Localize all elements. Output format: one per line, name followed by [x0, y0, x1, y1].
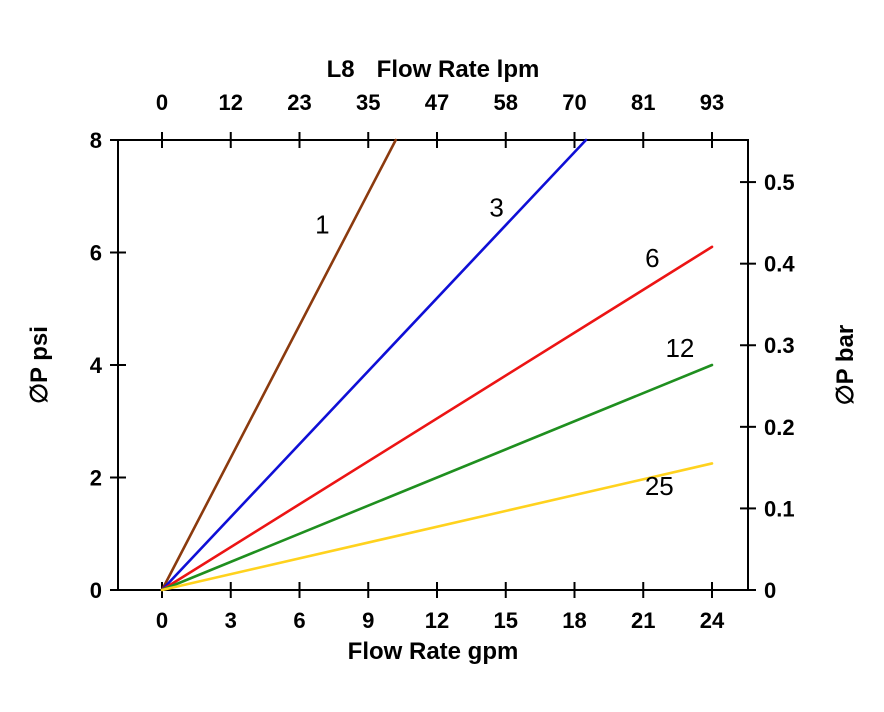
top-axis-title: L8 Flow Rate lpm: [118, 56, 748, 84]
bottom-tick-label: 6: [293, 608, 305, 633]
series-line-1: [160, 138, 398, 592]
top-tick-label: 0: [156, 90, 168, 115]
bottom-tick-label: 24: [700, 608, 725, 633]
right-tick-label: 0.5: [764, 170, 795, 195]
bottom-tick-label: 12: [425, 608, 449, 633]
top-tick-label: 81: [631, 90, 655, 115]
bottom-tick-label: 18: [562, 608, 586, 633]
right-tick-label: 0.1: [764, 496, 795, 521]
bottom-tick-label: 21: [631, 608, 655, 633]
left-tick-label: 8: [90, 128, 102, 153]
top-tick-label: 47: [425, 90, 449, 115]
bottom-tick-label: 15: [494, 608, 518, 633]
bottom-tick-label: 3: [225, 608, 237, 633]
top-tick-label: 93: [700, 90, 724, 115]
top-tick-label: 35: [356, 90, 380, 115]
series-label-12: 12: [665, 333, 694, 363]
series-line-3: [160, 138, 588, 592]
series-label-3: 3: [489, 193, 503, 223]
right-tick-label: 0.4: [764, 252, 795, 277]
right-tick-label: 0.3: [764, 333, 795, 358]
plot-border: [117, 139, 749, 591]
series-label-6: 6: [645, 243, 659, 273]
top-tick-label: 58: [494, 90, 518, 115]
left-tick-label: 2: [90, 466, 102, 491]
bottom-tick-label: 9: [362, 608, 374, 633]
top-tick-label: 12: [219, 90, 243, 115]
top-tick-label: 70: [562, 90, 586, 115]
series-label-25: 25: [645, 471, 674, 501]
right-tick-label: 0.2: [764, 415, 795, 440]
bottom-tick-label: 0: [156, 608, 168, 633]
series-label-1: 1: [315, 209, 329, 239]
series-line-12: [160, 363, 714, 592]
left-tick-label: 6: [90, 241, 102, 266]
right-tick-label: 0: [764, 578, 776, 603]
top-tick-label: 23: [287, 90, 311, 115]
left-tick-label: 4: [90, 353, 103, 378]
series-line-6: [160, 245, 714, 592]
model-label: L8: [326, 56, 355, 83]
series-line-25: [160, 462, 714, 592]
bottom-axis-title: Flow Rate gpm: [347, 638, 519, 665]
top-axis-title-label: Flow Rate lpm: [376, 56, 540, 83]
left-tick-label: 0: [90, 578, 102, 603]
